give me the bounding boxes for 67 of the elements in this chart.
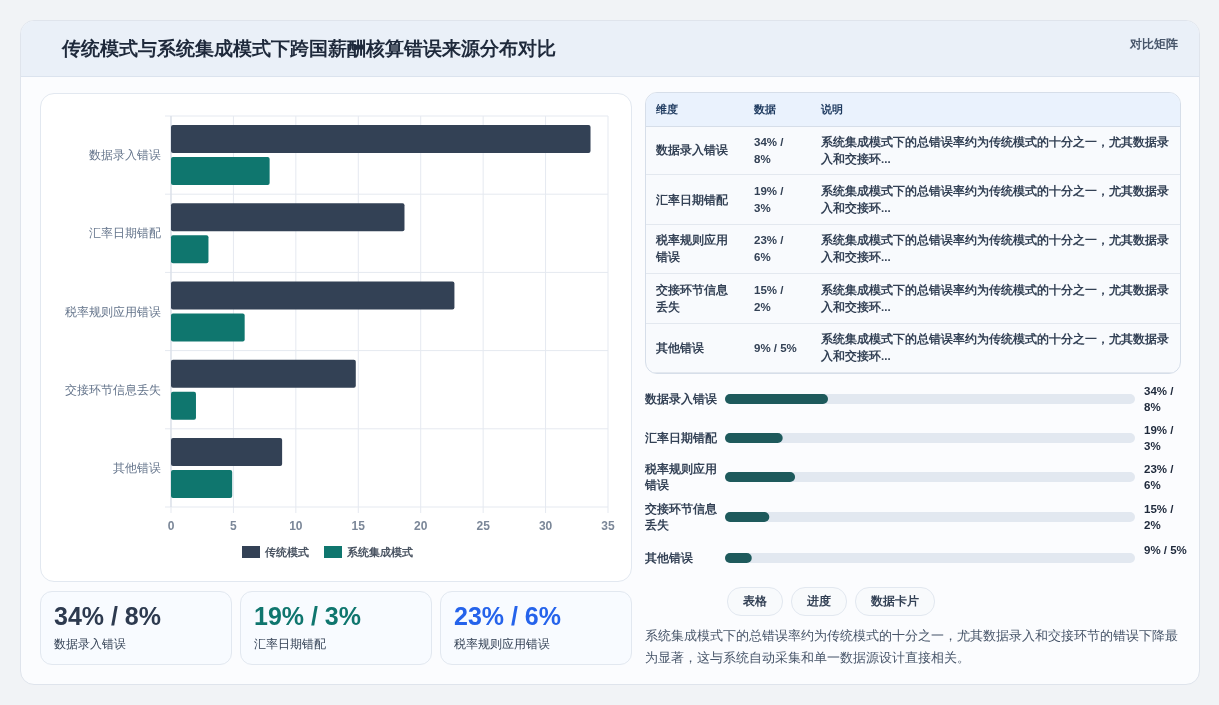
text: 19% / 3% [1144, 423, 1175, 454]
text: 15% / 2% [1144, 502, 1175, 533]
text: 说明 [821, 102, 843, 117]
y-tick-label: 汇率日期错配 [645, 430, 717, 446]
y-tick-label: 税率规则应用错误 [65, 304, 161, 319]
text: 税率规则应用错误 [454, 637, 550, 652]
text: 系统集成模式下的总错误率约为传统模式的十分之一，尤其数据录入和交接环... [821, 331, 1170, 365]
bar [171, 203, 405, 232]
bar [171, 313, 245, 342]
text: 系统集成模式下的总错误率约为传统模式的十分之一，尤其数据录入和交接环... [821, 232, 1170, 266]
text: 维度 [656, 102, 678, 117]
text: 表格 [727, 587, 783, 616]
bar [171, 235, 209, 264]
bar [171, 469, 233, 498]
legend-label: 传统模式 [264, 546, 309, 558]
y-tick-label: 交接环节信息丢失 [645, 502, 718, 533]
text: 34% / 8% [54, 602, 162, 631]
y-tick-label: 税率规则应用错误 [645, 461, 718, 493]
legend-label: 系统集成模式 [346, 546, 413, 558]
x-tick-label: 0 [167, 519, 175, 533]
x-tick-label: 5 [230, 519, 238, 533]
bar [171, 157, 270, 186]
text: 数据录入错误 [656, 143, 728, 159]
bar [171, 437, 283, 466]
text: 数据 [754, 102, 776, 117]
text: 19% / 3% [754, 184, 785, 217]
text: 34% / 8% [1144, 384, 1175, 415]
bar [725, 472, 796, 482]
text: 对比矩阵 [1130, 36, 1178, 53]
text: 系统集成模式下的总错误率约为传统模式的十分之一，尤其数据录入和交接环... [821, 183, 1170, 217]
bar [725, 512, 770, 522]
text: 数据录入错误 [54, 637, 126, 652]
y-tick-label: 汇率日期错配 [89, 226, 161, 241]
y-tick-label: 数据录入错误 [645, 392, 717, 407]
x-tick-label: 30 [538, 519, 553, 533]
text: 数据卡片 [855, 587, 935, 616]
y-tick-label: 数据录入错误 [89, 148, 161, 163]
text: 系统集成模式下的总错误率约为传统模式的十分之一，尤其数据录入和交接环... [821, 134, 1170, 167]
bar [171, 125, 591, 154]
x-tick-label: 10 [289, 519, 303, 533]
text: 15% / 2% [754, 282, 785, 315]
text: 34% / 8% [754, 134, 785, 167]
x-tick-label: 25 [476, 519, 491, 533]
text: 9% / 5% [1144, 543, 1188, 558]
x-tick-label: 35 [601, 519, 615, 533]
text: 19% / 3% [254, 602, 362, 631]
text: 系统集成模式下的总错误率约为传统模式的十分之一，尤其数据录入和交接环节的错误下降最为显著，这与系统自动采集和单一数据源设计直接相关。 [645, 628, 1179, 667]
bar [725, 433, 783, 443]
text: 系统集成模式下的总错误率约为传统模式的十分之一，尤其数据录入和交接环... [821, 282, 1170, 315]
y-tick-label: 交接环节信息丢失 [65, 382, 161, 397]
text: 9% / 5% [754, 340, 797, 356]
text: 汇率日期错配 [656, 192, 728, 208]
text: 23% / 6% [454, 602, 562, 631]
bar [171, 359, 356, 388]
text: 23% / 6% [1144, 462, 1175, 493]
y-tick-label: 其他错误 [645, 551, 693, 566]
y-tick-label: 其他错误 [113, 460, 161, 475]
bar [171, 391, 196, 420]
bar [725, 553, 752, 563]
x-tick-label: 15 [351, 519, 366, 533]
x-tick-label: 20 [414, 519, 428, 533]
text: 传统模式与系统集成模式下跨国薪酬核算错误来源分布对比 [62, 37, 556, 61]
bar [171, 281, 455, 310]
text: 进度 [791, 587, 847, 616]
bar [725, 394, 828, 404]
text: 23% / 6% [754, 233, 785, 266]
text: 汇率日期错配 [254, 637, 326, 652]
